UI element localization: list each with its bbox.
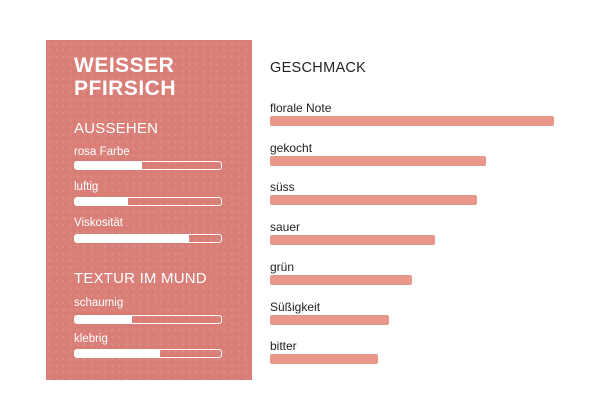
taste-label-4: grün: [270, 259, 295, 274]
appearance-meter-pink-color: [74, 161, 222, 170]
taste-bar-3: [270, 235, 435, 246]
appearance-meter-fill-viscosity: [75, 235, 189, 242]
taste-label-0: florale Note: [270, 101, 332, 115]
taste-bar-5: [270, 314, 390, 325]
taste-bar-4: [270, 274, 412, 285]
product-panel: WEISSER PFIRSICH AUSSEHEN rosa Farbe luf…: [46, 40, 252, 380]
mouthfeel-meter-fill-foamy: [75, 316, 132, 323]
appearance-label-viscosity: Viskosität: [74, 217, 124, 229]
mouthfeel-label-sticky: klebrig: [74, 333, 108, 345]
taste-bar-6: [270, 354, 378, 365]
taste-label-6: bitter: [270, 339, 297, 354]
appearance-meter-fill-pink-color: [75, 162, 143, 169]
mouthfeel-meter-foamy: [74, 315, 222, 324]
chart-title: GESCHMACK: [270, 60, 367, 76]
appearance-label-airy: luftig: [74, 181, 99, 193]
mouthfeel-label-foamy: schaumig: [74, 297, 124, 309]
taste-bar-2: [270, 195, 478, 206]
product-title-line2: PFIRSICH: [74, 77, 177, 100]
appearance-label-pink-color: rosa Farbe: [74, 146, 130, 158]
appearance-meter-fill-airy: [75, 198, 128, 205]
taste-label-5: Süßigkeit: [270, 299, 321, 314]
mouthfeel-title: TEXTUR IM MUND: [74, 270, 207, 287]
mouthfeel-meter-sticky: [74, 349, 222, 358]
taste-bar-1: [270, 155, 486, 166]
taste-bar-0: [270, 116, 554, 126]
appearance-title: AUSSEHEN: [74, 120, 159, 137]
taste-label-3: sauer: [270, 220, 301, 235]
appearance-meter-airy: [74, 197, 222, 206]
product-title-line1: WEISSER: [74, 54, 175, 77]
taste-label-1: gekocht: [270, 140, 313, 155]
product-title: WEISSER PFIRSICH: [74, 54, 244, 100]
mouthfeel-meter-fill-sticky: [75, 350, 160, 357]
appearance-meter-viscosity: [74, 234, 222, 243]
taste-label-2: süss: [270, 180, 295, 195]
